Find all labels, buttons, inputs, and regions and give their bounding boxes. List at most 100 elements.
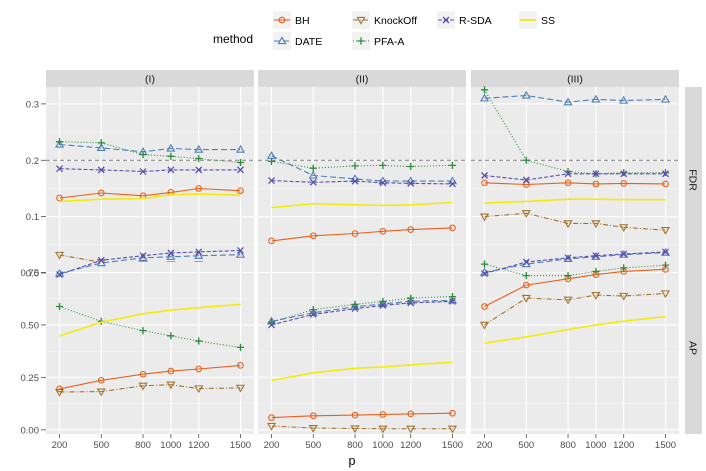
marker-triangle-up xyxy=(521,90,531,99)
marker-x xyxy=(407,179,415,187)
marker-plus xyxy=(448,161,457,169)
marker-x xyxy=(167,166,175,174)
marker-plus xyxy=(620,264,628,272)
marker-triangle-down xyxy=(563,296,573,305)
marker-x xyxy=(237,247,244,254)
data-point-bh xyxy=(407,226,415,233)
series-line-r-sda xyxy=(271,300,453,326)
marker-circle xyxy=(97,376,105,384)
data-point-r-sda xyxy=(407,299,415,307)
marker-x xyxy=(56,165,63,173)
marker-x xyxy=(592,170,600,178)
marker-triangle-down xyxy=(350,425,360,434)
marker-plus xyxy=(407,294,415,302)
data-point-r-sda xyxy=(97,256,105,264)
legend-key-r-sda xyxy=(437,11,455,29)
data-point-bh xyxy=(237,187,244,195)
x-tick-label: 500 xyxy=(93,440,109,451)
marker-plus xyxy=(309,164,317,172)
x-tick-label: 500 xyxy=(305,440,321,451)
panel-ap-1 xyxy=(46,247,254,434)
marker-triangle-up xyxy=(619,95,629,104)
series-line-ss xyxy=(484,198,666,204)
data-point-r-sda xyxy=(379,301,387,309)
data-point-r-sda xyxy=(195,166,203,174)
data-point-bh xyxy=(351,411,359,419)
marker-x xyxy=(449,297,456,305)
data-point-date xyxy=(591,94,601,103)
marker-x xyxy=(407,299,415,307)
marker-triangle-up xyxy=(235,249,246,258)
y-tick-label: 0.50 xyxy=(21,320,40,331)
series-line-bh xyxy=(59,364,241,390)
marker-circle xyxy=(167,367,175,375)
panel-background xyxy=(471,262,679,434)
data-point-pfa-a xyxy=(195,337,203,345)
marker-x xyxy=(522,176,530,184)
series-line-bh xyxy=(484,268,666,307)
panel-fdr-2 xyxy=(258,87,466,278)
data-point-r-sda xyxy=(237,166,244,174)
panel-fdr-3 xyxy=(471,86,679,274)
data-point-r-sda xyxy=(522,176,530,184)
marker-circle xyxy=(351,411,359,419)
strip-bg-col xyxy=(46,70,254,87)
data-point-knockoff xyxy=(591,291,601,300)
data-point-date xyxy=(521,90,531,99)
x-tick-label: 1200 xyxy=(188,440,209,451)
data-point-bh xyxy=(309,412,317,420)
marker-x xyxy=(97,166,105,174)
y-tick-label: 0.75 xyxy=(21,268,40,279)
data-point-date xyxy=(563,97,573,106)
x-tick-label: 1200 xyxy=(400,440,421,451)
x-tick-label: 800 xyxy=(135,440,151,451)
data-point-pfa-a xyxy=(448,293,457,301)
marker-triangle-down xyxy=(378,425,388,434)
marker-triangle-up xyxy=(166,252,176,260)
data-point-knockoff xyxy=(194,385,204,394)
y-tick-label: 0.0 xyxy=(26,269,39,280)
data-point-pfa-a xyxy=(564,272,572,280)
marker-circle xyxy=(522,181,530,188)
marker-plus xyxy=(522,272,530,280)
marker-triangle-down xyxy=(479,321,490,330)
data-point-knockoff xyxy=(619,292,629,301)
legend-key-marker xyxy=(442,16,450,24)
marker-plus xyxy=(139,326,147,335)
data-point-pfa-a xyxy=(480,86,489,94)
data-point-knockoff xyxy=(406,425,416,434)
data-point-knockoff xyxy=(591,220,601,229)
column-strip-label: (I) xyxy=(145,74,155,86)
data-point-pfa-a xyxy=(167,152,175,160)
y-tick-label: 0.2 xyxy=(26,156,39,167)
data-point-r-sda xyxy=(195,248,203,256)
legend-key-marker xyxy=(356,16,366,25)
marker-plus xyxy=(55,138,64,146)
marker-plus xyxy=(407,162,415,171)
x-tick-label: 1500 xyxy=(442,440,463,451)
marker-triangle-down xyxy=(521,294,531,303)
marker-x xyxy=(481,172,488,179)
data-point-pfa-a xyxy=(195,154,203,163)
marker-circle xyxy=(592,180,600,188)
marker-triangle-up xyxy=(277,36,287,45)
data-point-pfa-a xyxy=(661,261,670,269)
data-point-knockoff xyxy=(563,296,573,305)
data-point-pfa-a xyxy=(661,169,670,177)
series-line-r-sda xyxy=(484,251,666,275)
marker-x xyxy=(662,170,669,178)
marker-circle xyxy=(407,226,415,233)
data-point-r-sda xyxy=(309,310,317,318)
marker-plus xyxy=(351,162,359,170)
data-point-bh xyxy=(481,303,488,310)
marker-x xyxy=(309,310,317,318)
data-point-knockoff xyxy=(479,321,490,330)
data-point-r-sda xyxy=(379,179,387,187)
legend-label-r-sda: R-SDA xyxy=(459,15,492,27)
marker-triangle-down xyxy=(619,224,629,233)
marker-plus xyxy=(379,161,387,169)
column-strip-label: (III) xyxy=(567,74,583,86)
legend-key-knockoff xyxy=(352,11,370,29)
y-tick-label: 0.25 xyxy=(21,373,40,384)
data-point-pfa-a xyxy=(55,138,64,146)
